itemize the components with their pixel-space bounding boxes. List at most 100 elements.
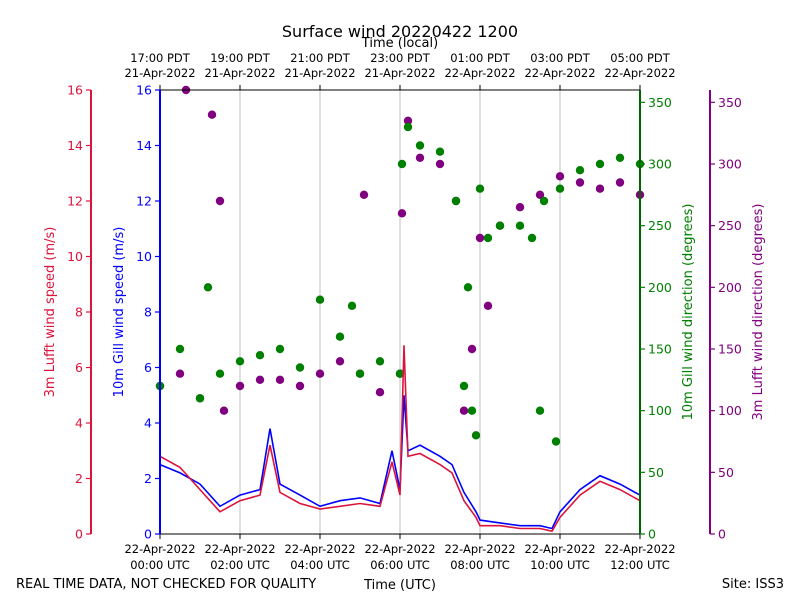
10m-gill-wind-direction-point-24 xyxy=(475,184,485,193)
chart-title: Surface wind 20220422 1200 xyxy=(282,22,518,41)
gill-direction-axis-label: 10m Gill wind direction (degrees) xyxy=(681,204,696,421)
site-label: Site: ISS3 xyxy=(722,577,784,592)
3m-lufft-wind-direction-point-17 xyxy=(397,209,407,218)
gill-direction-ticks: 0 50 100 150 200 250 300 350 xyxy=(640,95,672,542)
x-bottom-tick-date-0: 22-Apr-2022 xyxy=(124,542,195,556)
x-bottom-tick-time-1: 02:00 UTC xyxy=(210,558,270,572)
x-bottom-tick-time-6: 12:00 UTC xyxy=(610,558,670,572)
lufft-direction-ticks: 0 50 100 150 200 250 300 350 xyxy=(710,95,742,542)
gill-speed-tick-label-7: 14 xyxy=(136,138,152,153)
10m-gill-wind-direction-point-35 xyxy=(615,153,625,162)
10m-gill-wind-direction-point-16 xyxy=(403,122,413,132)
gill-speed-tick-label-6: 12 xyxy=(136,194,152,209)
10m-gill-wind-direction-point-6 xyxy=(255,351,265,360)
10m-gill-wind-direction-point-28 xyxy=(527,233,537,243)
x-top-tick-date-3: 21-Apr-2022 xyxy=(364,66,435,80)
lufft-speed-series xyxy=(159,345,641,533)
3m-lufft-wind-direction-point-24 xyxy=(475,233,485,243)
gill-direction-tick-label-2: 100 xyxy=(648,403,672,418)
3m-lufft-wind-direction-point-31 xyxy=(595,184,605,193)
x-bottom-tick-date-6: 22-Apr-2022 xyxy=(604,542,675,556)
10m-gill-wind-direction-point-14 xyxy=(395,369,405,378)
gill-speed-tick-label-3: 6 xyxy=(144,360,152,375)
x-bottom-tick-time-2: 04:00 UTC xyxy=(290,558,350,572)
x-top-tick-date-2: 21-Apr-2022 xyxy=(284,66,355,80)
x-top-tick-time-6: 05:00 PDT xyxy=(610,51,671,65)
x-top-tick-date-4: 22-Apr-2022 xyxy=(444,66,515,80)
10m-gill-wind-direction-point-7 xyxy=(275,344,285,354)
x-bottom-tick-date-3: 22-Apr-2022 xyxy=(364,542,435,556)
x-bottom-tick-time-3: 06:00 UTC xyxy=(370,558,430,572)
3m-lufft-wind-direction-point-19 xyxy=(415,153,425,162)
lufft-speed-tick-label-6: 12 xyxy=(67,194,83,209)
10m-gill-wind-direction-point-29 xyxy=(535,406,545,415)
x-top-tick-date-6: 22-Apr-2022 xyxy=(604,66,675,80)
10m-gill-wind-direction-point-32 xyxy=(555,184,565,193)
10m-gill-wind-direction-point-15 xyxy=(397,159,407,169)
x-bottom-tick-time-4: 08:00 UTC xyxy=(450,558,510,572)
10m-gill-wind-direction-point-2 xyxy=(195,394,205,403)
gill-speed-tick-label-5: 10 xyxy=(136,249,152,264)
10m-gill-wind-direction-point-9 xyxy=(315,295,325,304)
10m-gill-wind-direction-point-19 xyxy=(451,196,461,206)
x-bottom-tick-date-2: 22-Apr-2022 xyxy=(284,542,355,556)
10m-gill-wind-direction-point-31 xyxy=(551,437,561,446)
3m-lufft-wind-direction-point-15 xyxy=(375,388,385,397)
10m-gill-wind-direction-point-33 xyxy=(575,166,585,175)
x-top-tick-time-5: 03:00 PDT xyxy=(530,51,591,65)
gill-direction-tick-label-3: 150 xyxy=(648,342,672,357)
10m-gill-wind-direction-point-23 xyxy=(471,431,481,440)
3m-lufft-wind-direction-point-4 xyxy=(207,110,217,119)
gill-direction-tick-label-5: 250 xyxy=(648,218,672,233)
x-bottom-tick-time-5: 10:00 UTC xyxy=(530,558,590,572)
lufft-speed-tick-label-4: 8 xyxy=(75,305,83,320)
3m-lufft-wind-direction-point-7 xyxy=(235,381,245,391)
gill-speed-tick-label-1: 2 xyxy=(144,471,152,486)
3m-lufft-wind-direction-point-5 xyxy=(215,196,225,206)
3m-lufft-wind-direction-point-20 xyxy=(435,159,445,169)
gill-speed-tick-label-4: 8 xyxy=(144,305,152,320)
x-bottom-tick-time-0: 00:00 UTC xyxy=(130,558,190,572)
x-top-tick-time-3: 23:00 PDT xyxy=(370,51,431,65)
top-axis-label: Time (local) xyxy=(361,36,438,51)
gill-direction-tick-label-6: 300 xyxy=(648,157,672,172)
lufft-speed-ticks: 0 2 4 6 8 10 12 14 16 xyxy=(67,83,91,542)
lufft-direction-tick-label-4: 200 xyxy=(718,280,742,295)
lufft-speed-tick-label-8: 16 xyxy=(67,83,83,98)
x-top-tick-date-0: 21-Apr-2022 xyxy=(124,66,195,80)
3m-lufft-wind-direction-point-14 xyxy=(359,190,369,199)
3m-lufft-wind-direction-point-29 xyxy=(555,172,565,181)
gill-speed-tick-label-8: 16 xyxy=(136,83,152,98)
10m-gill-wind-direction-point-34 xyxy=(595,159,605,169)
lufft-direction-tick-label-0: 0 xyxy=(718,527,726,542)
10m-gill-wind-direction-point-13 xyxy=(375,357,385,366)
gill-direction-tick-label-7: 350 xyxy=(648,95,672,110)
x-top-tick-time-2: 21:00 PDT xyxy=(290,51,351,65)
3m-lufft-wind-direction-point-23 xyxy=(467,344,477,354)
x-axis-bottom-ticks: 22-Apr-2022 00:00 UTC 22-Apr-2022 02:00 UTC… xyxy=(124,534,676,572)
10m-gill-wind-direction-point-17 xyxy=(415,141,425,150)
10m-gill-wind-direction-point-12 xyxy=(355,369,365,378)
3m-lufft-wind-speed-line xyxy=(159,345,641,533)
3m-lufft-wind-direction-point-22 xyxy=(459,406,469,415)
10m-gill-wind-direction-point-8 xyxy=(295,363,305,372)
x-bottom-tick-date-4: 22-Apr-2022 xyxy=(444,542,515,556)
3m-lufft-wind-direction-point-1 xyxy=(175,369,185,378)
10m-gill-wind-direction-point-20 xyxy=(459,381,469,391)
3m-lufft-wind-direction-point-30 xyxy=(575,178,585,187)
gill-direction-tick-label-4: 200 xyxy=(648,280,672,295)
x-top-tick-time-1: 19:00 PDT xyxy=(210,51,271,65)
lufft-direction-tick-label-7: 350 xyxy=(718,95,742,110)
lufft-speed-axis-label: 3m Lufft wind speed (m/s) xyxy=(43,227,58,398)
10m-gill-wind-direction-point-30 xyxy=(539,196,549,206)
gill-direction-tick-label-1: 50 xyxy=(648,465,664,480)
10m-gill-wind-direction-point-4 xyxy=(215,369,225,378)
gill-speed-ticks: 0 2 4 6 8 10 12 14 16 xyxy=(136,83,160,542)
x-axis-label: Time (UTC) xyxy=(363,578,436,593)
lufft-speed-tick-label-1: 2 xyxy=(75,471,83,486)
lufft-speed-tick-label-3: 6 xyxy=(75,360,83,375)
lufft-direction-tick-label-6: 300 xyxy=(718,157,742,172)
gill-speed-series xyxy=(159,395,641,530)
10m-gill-wind-direction-point-1 xyxy=(175,344,185,354)
